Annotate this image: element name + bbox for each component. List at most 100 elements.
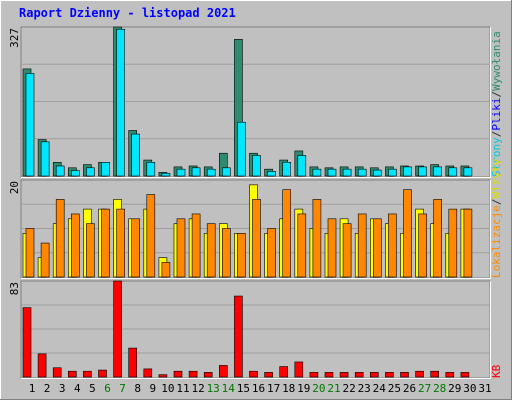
legend-sep-1: /: [490, 131, 503, 138]
bar-visits-sites-lokalizacje-day-28: [433, 199, 443, 278]
bar-kb-kb-day-28: [430, 370, 440, 378]
bar-kb-kb-day-19: [294, 361, 304, 378]
x-axis-labels: 1 2 3 4 5 6 7 8 9 10 11 12 13 14 15 16 17 18 19 20 21 22 23 24 2…: [29, 382, 492, 395]
bar-kb-kb-day-2: [37, 353, 47, 378]
bar-hits-files-pages-strony-day-13: [206, 168, 216, 177]
bar-kb-kb-day-26: [400, 372, 409, 378]
bar-hits-files-pages-strony-day-3: [55, 165, 65, 177]
x-tick-label-day-20: 20: [312, 382, 325, 395]
bar-hits-files-pages-strony-day-9: [146, 162, 156, 177]
bar-hits-files-pages-strony-day-7: [116, 28, 125, 177]
x-tick-label-day-31: 31: [478, 382, 491, 395]
x-tick-label-day-22: 22: [342, 382, 355, 395]
x-tick-label-day-10: 10: [161, 382, 174, 395]
legend-wizyty: Wizyty: [490, 158, 503, 198]
bar-visits-sites-lokalizacje-day-9: [146, 194, 156, 278]
bar-hits-files-pages-strony-day-6: [101, 162, 110, 177]
x-tick-label-day-24: 24: [373, 382, 387, 395]
bar-kb-kb-day-30: [460, 372, 470, 378]
x-tick-label-day-30: 30: [463, 382, 476, 395]
bar-visits-sites-lokalizacje-day-30: [463, 208, 473, 278]
x-tick-label-day-9: 9: [149, 382, 156, 395]
bar-hits-files-pages-strony-day-18: [282, 162, 292, 177]
bar-hits-files-pages-strony-day-26: [403, 166, 412, 177]
legend-lokalizacje: Lokalizacje: [490, 205, 503, 278]
bar-kb-kb-day-23: [354, 372, 364, 378]
bar-hits-files-pages-strony-day-12: [191, 167, 201, 177]
bar-visits-sites-lokalizacje-day-23: [357, 213, 367, 278]
bar-kb-kb-day-3: [52, 367, 62, 378]
bar-hits-files-pages-strony-day-28: [433, 166, 443, 177]
bar-hits-files-pages-strony-day-10: [161, 172, 171, 177]
x-tick-label-day-12: 12: [191, 382, 204, 395]
legend-top: Strony/Pliki/Wywołania: [490, 31, 503, 177]
bar-visits-sites-lokalizacje-day-13: [206, 223, 216, 278]
x-tick-label-day-21: 21: [327, 382, 340, 395]
x-tick-label-day-1: 1: [29, 382, 36, 395]
bar-hits-files-pages-strony-day-23: [357, 168, 367, 177]
x-tick-label-day-23: 23: [358, 382, 371, 395]
bar-visits-sites-lokalizacje-day-8: [131, 218, 140, 278]
bar-visits-sites-lokalizacje-day-7: [116, 208, 125, 278]
legend-pliki: Pliki: [490, 98, 503, 131]
bar-hits-files-pages-strony-day-16: [252, 155, 261, 177]
bar-kb-kb-day-9: [143, 368, 153, 378]
bar-visits-sites-lokalizacje-day-24: [372, 218, 382, 278]
x-tick-label-day-11: 11: [176, 382, 189, 395]
legend-kb: KB: [490, 364, 503, 378]
x-tick-label-day-6: 6: [104, 382, 111, 395]
x-tick-label-day-5: 5: [89, 382, 96, 395]
x-tick-label-day-27: 27: [418, 382, 431, 395]
bar-visits-sites-lokalizacje-day-16: [252, 199, 261, 278]
bars-layer: [22, 26, 489, 378]
bar-visits-sites-lokalizacje-day-20: [312, 199, 322, 278]
bar-kb-kb-day-6: [98, 369, 107, 378]
y-max-label-kb: 83: [8, 282, 21, 295]
bar-visits-sites-lokalizacje-day-3: [55, 199, 65, 278]
legend-wywolania: Wywołania: [490, 31, 503, 91]
x-tick-label-day-13: 13: [207, 382, 220, 395]
bar-kb-kb-day-22: [339, 372, 349, 378]
bar-kb-kb-day-29: [445, 372, 455, 378]
chart-title: Raport Dzienny - listopad 2021: [19, 6, 236, 20]
bar-kb-kb-day-25: [385, 372, 394, 378]
legend-sep-2: /: [490, 91, 503, 98]
bar-visits-sites-lokalizacje-day-19: [297, 213, 307, 278]
x-tick-label-day-25: 25: [388, 382, 401, 395]
x-tick-label-day-29: 29: [448, 382, 461, 395]
bar-kb-kb-day-20: [309, 372, 319, 378]
bar-hits-files-pages-strony-day-29: [448, 167, 458, 177]
bar-hits-files-pages-strony-day-27: [418, 166, 427, 177]
bar-kb-kb-day-11: [173, 370, 183, 378]
bar-kb-kb-day-8: [128, 347, 137, 378]
bar-hits-files-pages-strony-day-15: [237, 121, 246, 177]
bar-hits-files-pages-strony-day-4: [71, 170, 80, 177]
bar-kb-kb-day-10: [158, 374, 168, 378]
bar-visits-sites-lokalizacje-day-6: [101, 208, 110, 278]
bar-visits-sites-lokalizacje-day-22: [342, 223, 352, 278]
bar-hits-files-pages-strony-day-1: [25, 73, 35, 177]
bar-kb-kb-day-1: [22, 307, 32, 378]
x-tick-label-day-2: 2: [44, 382, 51, 395]
bar-visits-sites-lokalizacje-day-21: [327, 218, 337, 278]
bar-kb-kb-day-18: [279, 366, 289, 378]
bar-visits-sites-lokalizacje-day-18: [282, 189, 292, 278]
bar-hits-files-pages-strony-day-21: [327, 168, 337, 177]
bar-kb-kb-day-7: [113, 280, 122, 378]
bar-kb-kb-day-16: [249, 370, 258, 378]
legend-sep-3: /: [490, 199, 503, 206]
bar-kb-kb-day-21: [324, 372, 334, 378]
bar-visits-sites-lokalizacje-day-1: [25, 228, 35, 278]
x-tick-label-day-8: 8: [134, 382, 141, 395]
x-tick-label-day-19: 19: [297, 382, 310, 395]
bar-visits-sites-lokalizacje-day-15: [237, 233, 246, 278]
bar-visits-sites-lokalizacje-day-10: [161, 262, 171, 278]
bar-visits-sites-lokalizacje-day-29: [448, 208, 458, 278]
x-tick-label-day-26: 26: [403, 382, 416, 395]
bar-kb-kb-day-12: [188, 370, 198, 378]
bar-hits-files-pages-strony-day-2: [40, 141, 50, 177]
panel-kb: [20, 280, 491, 379]
x-tick-label-day-18: 18: [282, 382, 295, 395]
x-tick-label-day-14: 14: [222, 382, 236, 395]
bar-visits-sites-lokalizacje-day-17: [267, 228, 276, 278]
